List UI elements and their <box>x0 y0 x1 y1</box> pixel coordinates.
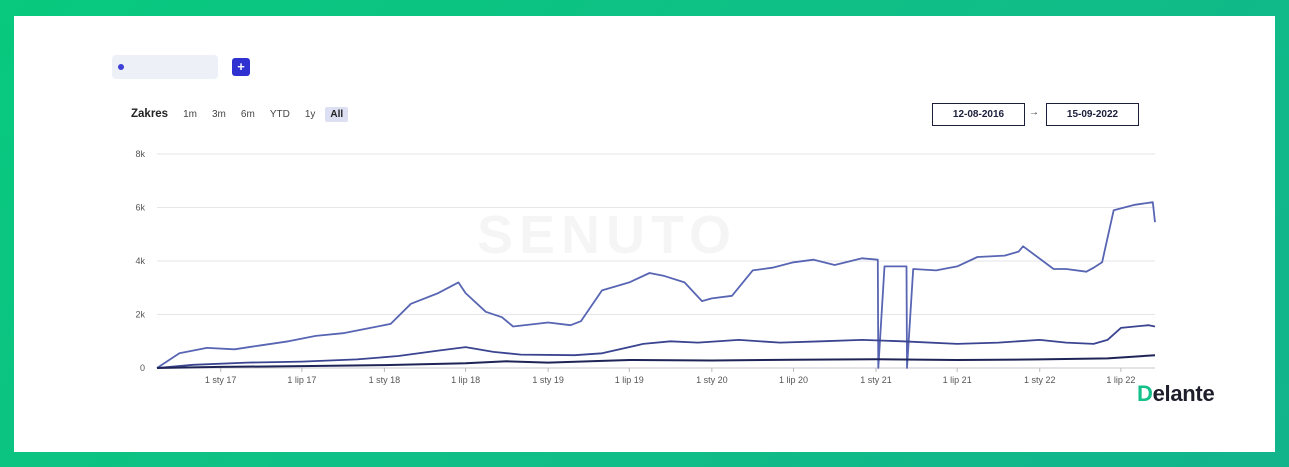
date-to-input[interactable]: 15-09-2022 <box>1046 103 1139 126</box>
y-tick-label: 2k <box>135 310 145 320</box>
add-series-button[interactable]: + <box>232 58 250 76</box>
y-tick-label: 4k <box>135 256 145 266</box>
series-line-2 <box>156 324 1156 369</box>
chart-card <box>14 16 1275 452</box>
x-tick-label: 1 lip 20 <box>779 375 808 385</box>
watermark: SENUTO <box>477 205 737 265</box>
range-1y-button[interactable]: 1y <box>304 108 316 120</box>
range-6m-button[interactable]: 6m <box>240 108 255 120</box>
y-tick-label: 6k <box>135 203 145 213</box>
x-tick-label: 1 sty 20 <box>696 375 728 385</box>
range-3m-button[interactable]: 3m <box>212 108 226 120</box>
x-tick-label: 1 lip 21 <box>943 375 972 385</box>
x-tick-label: 1 lip 18 <box>451 375 480 385</box>
x-tick-label: 1 sty 18 <box>369 375 401 385</box>
series-line-3 <box>156 354 1156 369</box>
grid <box>157 153 1155 369</box>
x-tick-label: 1 lip 19 <box>615 375 644 385</box>
series-lines <box>156 201 1156 369</box>
arrow-right-icon: → <box>1029 107 1039 118</box>
y-tick-label: 8k <box>135 149 145 159</box>
y-tick-label: 0 <box>140 363 145 373</box>
delante-logo: Delante <box>1137 381 1215 406</box>
x-tick-label: 1 lip 17 <box>287 375 316 385</box>
range-label: Zakres <box>131 108 169 120</box>
range-all-button[interactable]: All <box>325 106 349 122</box>
range-selector: Zakres 1m 3m 6m YTD 1y All <box>131 105 353 123</box>
range-1m-button[interactable]: 1m <box>183 108 197 120</box>
range-ytd-button[interactable]: YTD <box>269 108 290 120</box>
x-tick-label: 1 sty 22 <box>1024 375 1056 385</box>
x-tick-label: 1 lip 22 <box>1106 375 1135 385</box>
x-tick-label: 1 sty 17 <box>205 375 237 385</box>
x-axis: 1 sty 17 1 lip 17 1 sty 18 1 lip 18 1 sty 19… <box>157 367 1155 385</box>
x-tick-label: 1 sty 19 <box>532 375 564 385</box>
series-selector[interactable] <box>112 55 218 79</box>
x-tick-label: 1 sty 21 <box>860 375 892 385</box>
series-dot-icon <box>118 64 124 70</box>
date-from-input[interactable]: 12-08-2016 <box>932 103 1025 126</box>
y-axis: 0 2k 4k 6k 8k <box>135 149 145 373</box>
series-line-1 <box>156 201 1156 369</box>
